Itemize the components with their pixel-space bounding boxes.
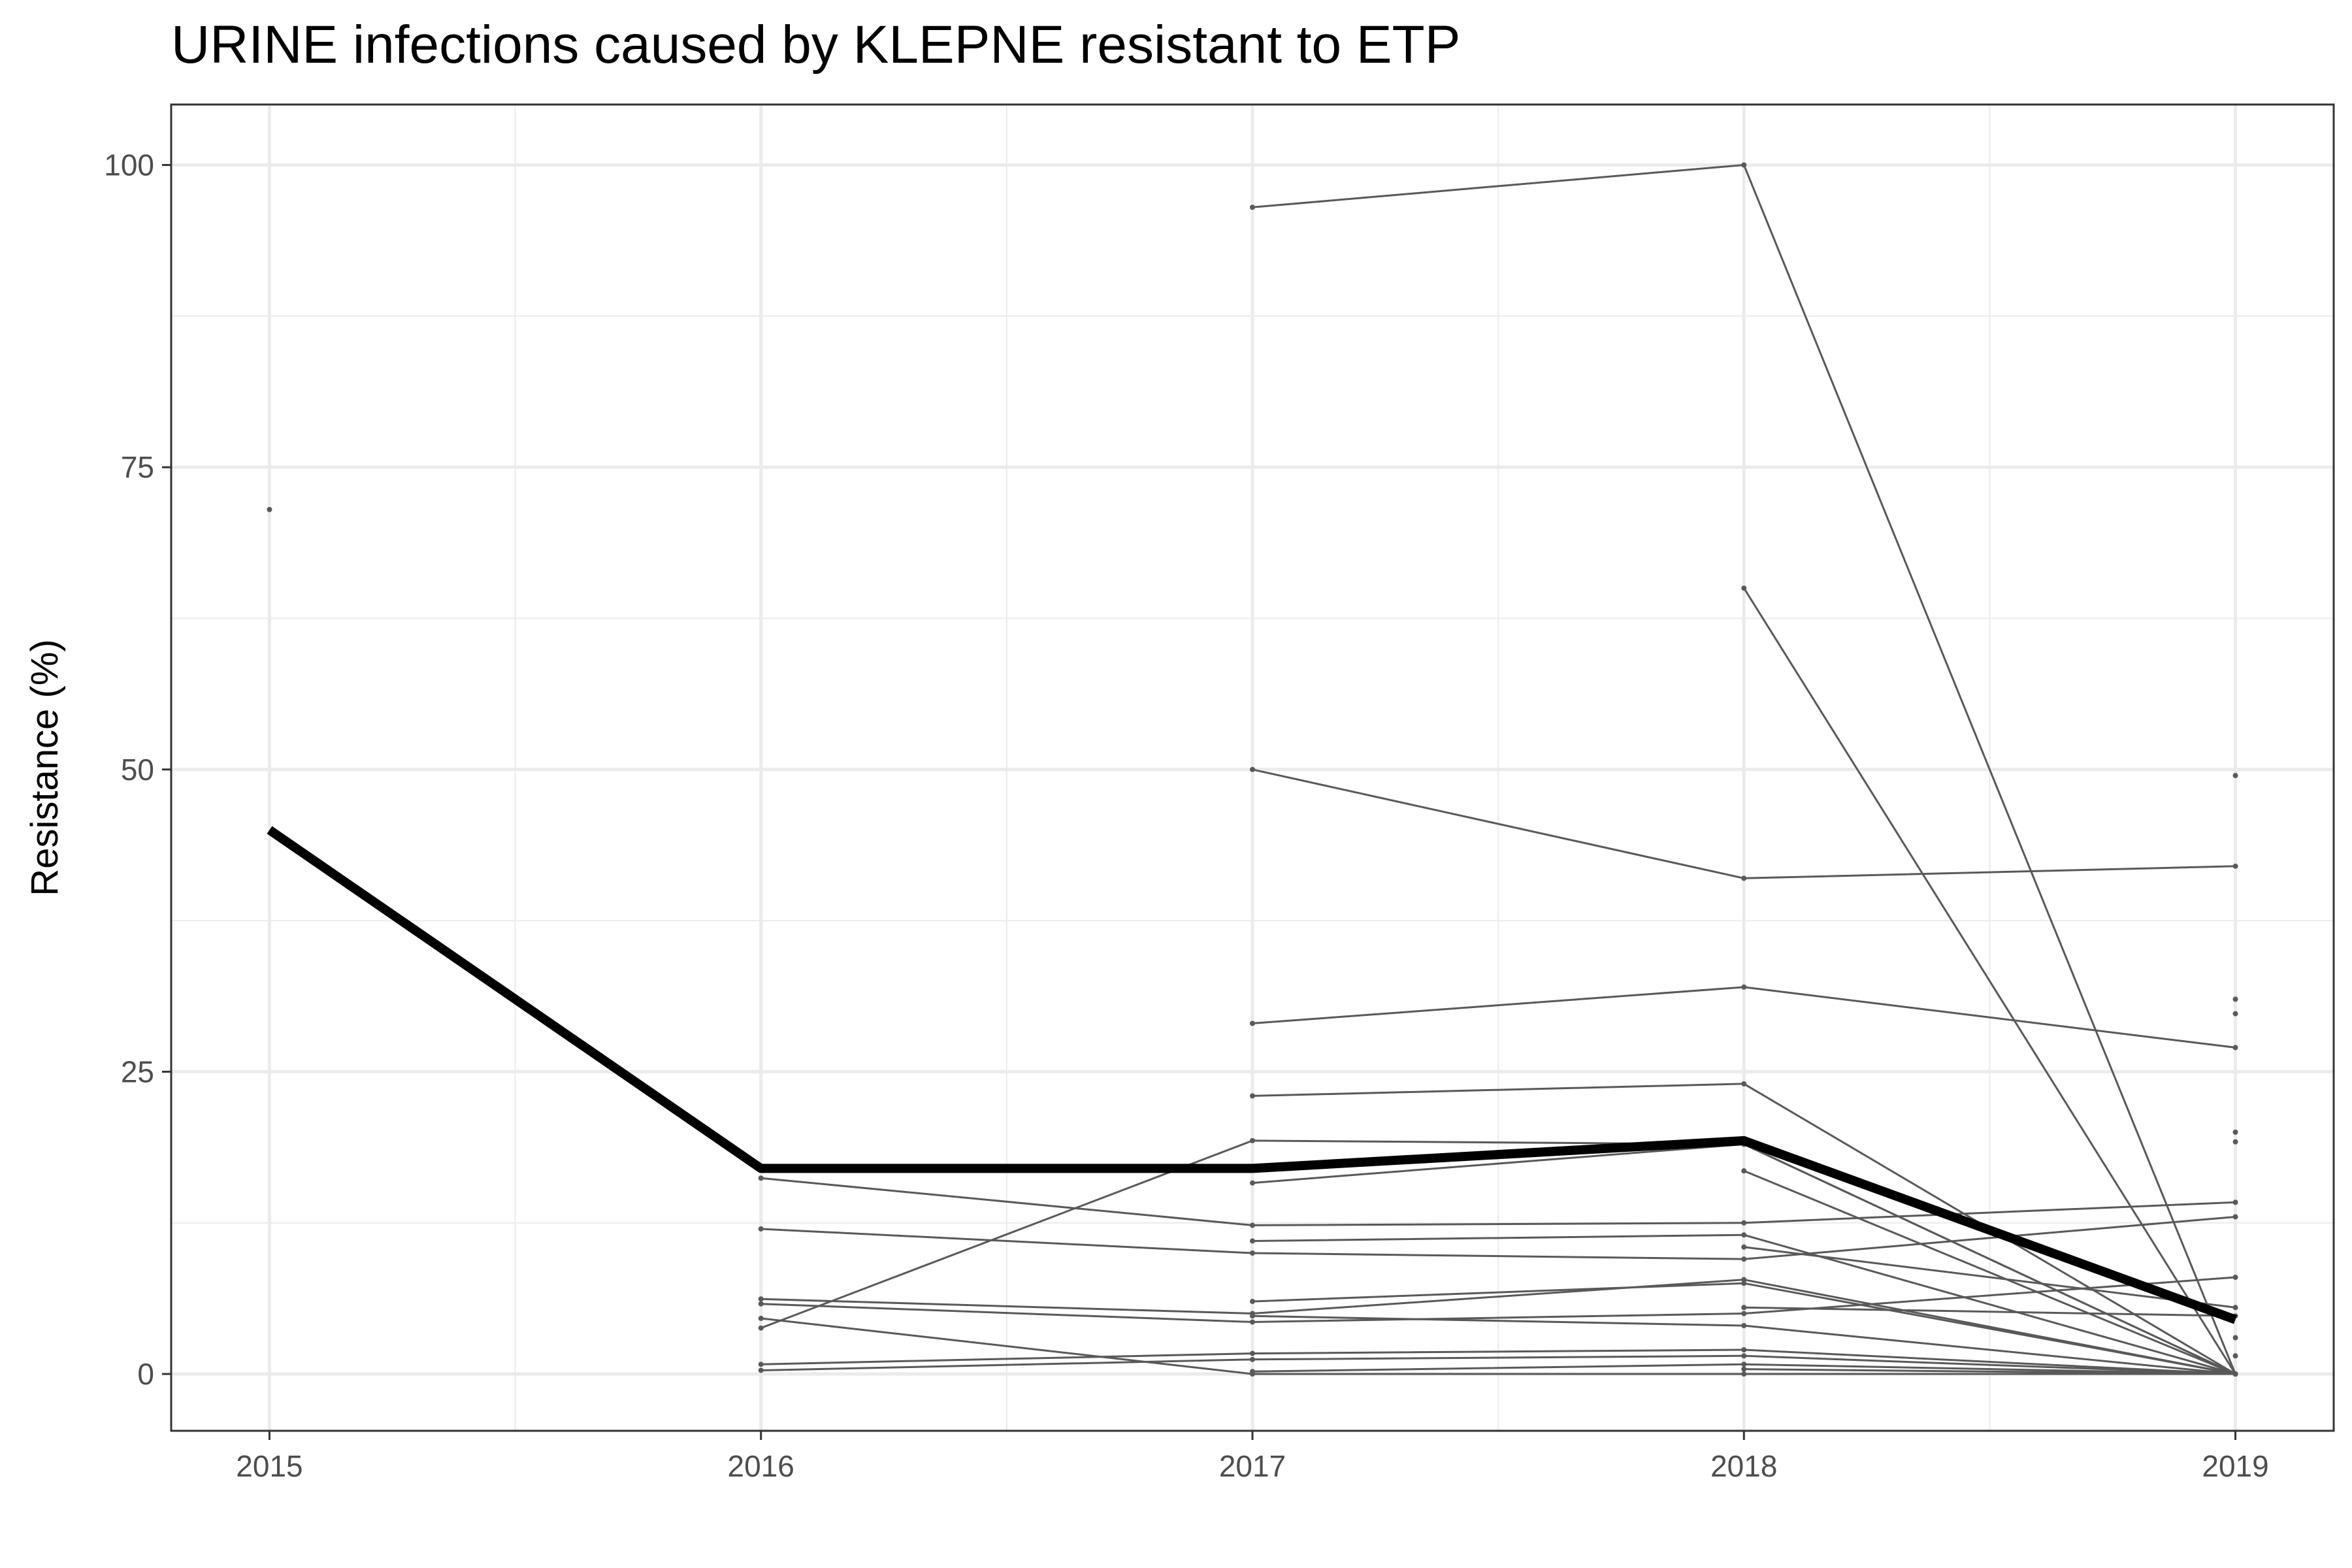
series-point [758, 1226, 764, 1232]
series-line [760, 1216, 2236, 1260]
series-point [1250, 1021, 1255, 1026]
series-point [267, 506, 272, 512]
series-line [1743, 1169, 2236, 1375]
series-point [2232, 1371, 2238, 1377]
series-point [1741, 1362, 1747, 1367]
x-tick-label: 2015 [236, 1449, 302, 1483]
series-point [1741, 1244, 1747, 1250]
series-line [1743, 587, 2236, 1375]
series-point [1741, 1305, 1747, 1311]
y-tick-label: 25 [121, 1054, 154, 1088]
series-point [1250, 1319, 1255, 1325]
x-tick-label: 2017 [1219, 1449, 1286, 1483]
chart-title: URINE infections caused by KLEPNE resist… [171, 15, 1461, 74]
x-tick-label: 2016 [728, 1449, 794, 1483]
series-point [1250, 1298, 1255, 1304]
series-point [1741, 162, 1747, 168]
series-point [2232, 1129, 2238, 1135]
series-point [1741, 1371, 1747, 1377]
series-point [1741, 875, 1747, 881]
y-tick-label: 100 [104, 148, 154, 182]
series-point [1741, 1323, 1747, 1329]
y-axis-title: Resistance (%) [24, 639, 66, 896]
series-point [1741, 1220, 1747, 1226]
series-layer [267, 162, 2238, 1377]
series-point [758, 1175, 764, 1181]
series-point [1250, 1356, 1255, 1362]
series-point [758, 1325, 764, 1331]
series-point [2232, 996, 2238, 1002]
series-point [1250, 1313, 1255, 1319]
series-point [1741, 1081, 1747, 1086]
series-point [2232, 1200, 2238, 1205]
series-point [2232, 1335, 2238, 1341]
series-line [760, 1354, 2236, 1375]
y-tick-label: 50 [121, 753, 154, 787]
series-point [1741, 1256, 1747, 1262]
series-point [1741, 1281, 1747, 1286]
summary-line [267, 826, 2237, 1324]
series-point [1250, 1093, 1255, 1099]
series-point [2232, 1011, 2238, 1017]
series-point [2232, 1305, 2238, 1311]
series-point [2232, 773, 2238, 779]
series-line [760, 1317, 2236, 1375]
y-tick-label: 0 [137, 1357, 154, 1391]
series-point [1250, 1180, 1255, 1186]
series-point [1741, 1347, 1747, 1353]
series-point [1741, 1311, 1747, 1316]
series-point [2232, 1139, 2238, 1145]
summary-layer [267, 826, 2237, 1324]
series-point [2232, 1353, 2238, 1359]
series-point [1741, 1353, 1747, 1359]
series-point [2232, 1214, 2238, 1220]
series-line [760, 1279, 2236, 1375]
series-point [758, 1296, 764, 1302]
series-point [2232, 1045, 2238, 1051]
x-tick-labels: 2015 2016 2017 2018 2019 [236, 1449, 2268, 1483]
series-point [1250, 1222, 1255, 1228]
series-point [758, 1301, 764, 1307]
x-tick-label: 2018 [1710, 1449, 1777, 1483]
series-line [1744, 1306, 2236, 1317]
series-point [1250, 1369, 1255, 1375]
series-point [1741, 585, 1747, 591]
series-point [1250, 204, 1255, 210]
series-point [758, 1367, 764, 1373]
y-tick-labels: 0 25 50 75 100 [104, 148, 154, 1392]
series-point [1741, 1366, 1747, 1372]
y-tick-label: 75 [121, 450, 154, 484]
series-point [2232, 863, 2238, 869]
series-point [1741, 1168, 1747, 1174]
series-point [1250, 1250, 1255, 1256]
series-point [1741, 1232, 1747, 1238]
series-point [1250, 1350, 1255, 1356]
series-line [760, 1348, 2236, 1375]
series-point [1741, 984, 1747, 990]
series-point [1250, 766, 1255, 772]
axis-ticks [162, 164, 2237, 1440]
series-point [758, 1362, 764, 1367]
series-line [1744, 1368, 2236, 1375]
series-point [1250, 1238, 1255, 1244]
series-line [1744, 1246, 2236, 1309]
series-line [760, 1177, 2236, 1226]
series-line [760, 1276, 2236, 1323]
series-point [1250, 1137, 1255, 1143]
series-point [758, 1315, 764, 1321]
x-tick-label: 2019 [2202, 1449, 2268, 1483]
series-point [1741, 1277, 1747, 1282]
series-point [2232, 1274, 2238, 1280]
